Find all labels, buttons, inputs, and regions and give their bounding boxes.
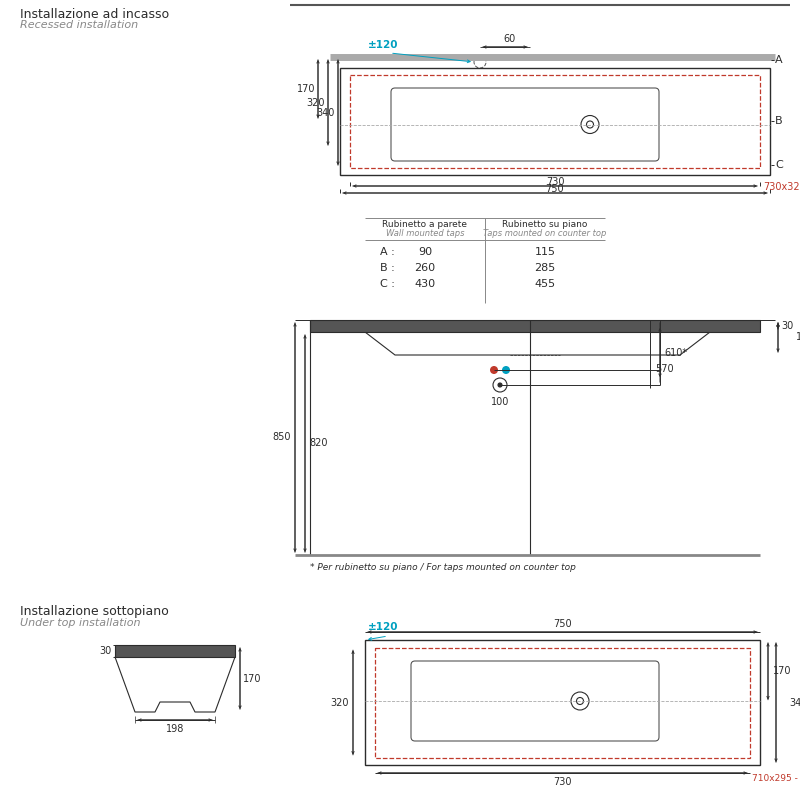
Text: A :: A :	[380, 247, 394, 257]
Circle shape	[502, 366, 510, 374]
Text: C :: C :	[380, 279, 395, 289]
Text: A: A	[775, 55, 782, 65]
Text: 570: 570	[655, 364, 674, 374]
Text: C: C	[775, 160, 782, 170]
Bar	[115, 645, 235, 657]
Bar	[365, 640, 760, 765]
Bar	[310, 320, 760, 332]
Text: ±120: ±120	[368, 40, 398, 50]
Text: 90: 90	[418, 247, 432, 257]
Text: 455: 455	[534, 279, 555, 289]
Text: Installazione ad incasso: Installazione ad incasso	[20, 8, 169, 21]
Text: 30: 30	[781, 321, 794, 331]
Text: 285: 285	[534, 263, 556, 273]
Text: 30: 30	[100, 646, 112, 656]
Text: 430: 430	[414, 279, 435, 289]
Text: 60: 60	[504, 34, 516, 44]
Text: 170: 170	[773, 666, 791, 676]
Text: * Per rubinetto su piano / For taps mounted on counter top: * Per rubinetto su piano / For taps moun…	[310, 563, 576, 572]
Text: 710x295 - R15: 710x295 - R15	[752, 774, 800, 783]
Text: Recessed installation: Recessed installation	[20, 20, 138, 30]
Bar	[350, 75, 760, 168]
Text: 820: 820	[309, 438, 327, 449]
Text: 340: 340	[789, 698, 800, 707]
Text: 115: 115	[534, 247, 555, 257]
Circle shape	[490, 366, 498, 374]
Text: Installazione sottopiano: Installazione sottopiano	[20, 605, 169, 618]
Bar	[340, 68, 770, 175]
Text: Rubinetto su piano: Rubinetto su piano	[502, 220, 588, 229]
Text: 170: 170	[243, 674, 262, 683]
Text: Under top installation: Under top installation	[20, 618, 141, 628]
Text: B: B	[775, 116, 782, 126]
Text: 100: 100	[491, 397, 509, 407]
Bar	[375, 648, 750, 758]
Text: 730: 730	[554, 777, 572, 787]
Text: 850: 850	[273, 433, 291, 442]
Text: Taps mounted on counter top: Taps mounted on counter top	[483, 229, 606, 238]
Text: ±120: ±120	[368, 622, 398, 632]
Circle shape	[498, 383, 502, 387]
Text: 170: 170	[796, 333, 800, 342]
Text: 260: 260	[414, 263, 435, 273]
Text: 198: 198	[166, 724, 184, 734]
Text: 320: 320	[330, 698, 349, 707]
Text: 750: 750	[546, 184, 564, 194]
Text: 730x320: 730x320	[763, 182, 800, 192]
Text: 170: 170	[297, 84, 315, 94]
Text: B :: B :	[380, 263, 394, 273]
Text: 320: 320	[306, 98, 325, 107]
Text: 340: 340	[317, 107, 335, 118]
Text: Rubinetto a parete: Rubinetto a parete	[382, 220, 467, 229]
Text: 610*: 610*	[664, 347, 687, 358]
Text: 750: 750	[553, 619, 572, 629]
Text: 730: 730	[546, 177, 564, 187]
Text: Wall mounted taps: Wall mounted taps	[386, 229, 464, 238]
